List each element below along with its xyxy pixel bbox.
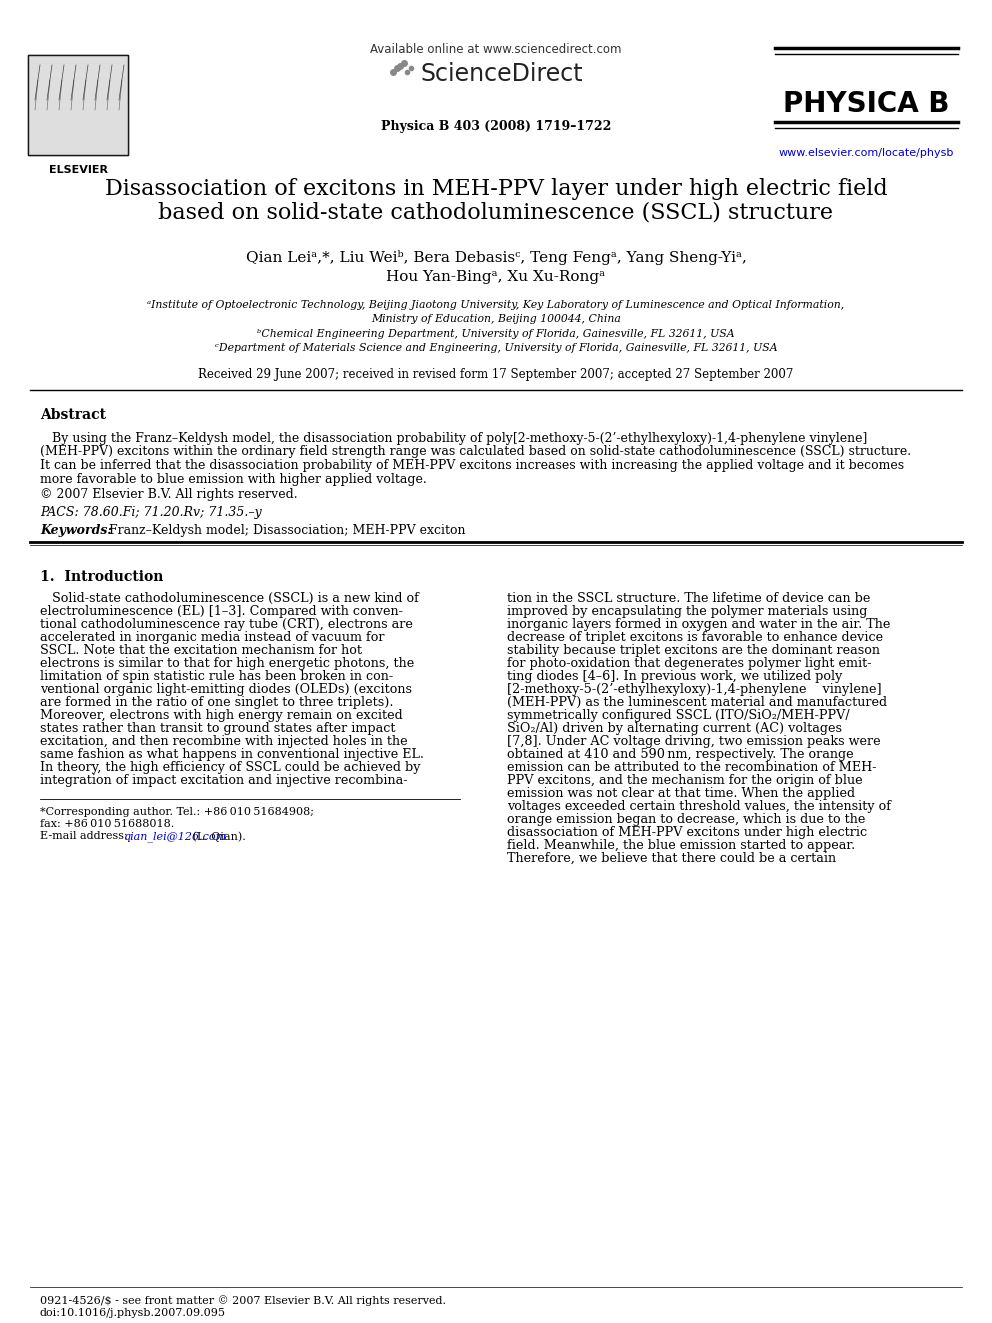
Text: In theory, the high efficiency of SSCL could be achieved by: In theory, the high efficiency of SSCL c… (40, 761, 421, 774)
Text: more favorable to blue emission with higher applied voltage.: more favorable to blue emission with hig… (40, 472, 427, 486)
Text: (MEH-PPV) as the luminescent material and manufactured: (MEH-PPV) as the luminescent material an… (507, 696, 887, 709)
Text: same fashion as what happens in conventional injective EL.: same fashion as what happens in conventi… (40, 747, 424, 761)
Text: Abstract: Abstract (40, 407, 106, 422)
Text: fax: +86 010 51688018.: fax: +86 010 51688018. (40, 819, 175, 830)
Text: emission can be attributed to the recombination of MEH-: emission can be attributed to the recomb… (507, 761, 877, 774)
Text: ting diodes [4–6]. In previous work, we utilized poly: ting diodes [4–6]. In previous work, we … (507, 669, 842, 683)
Text: based on solid-state cathodoluminescence (SSCL) structure: based on solid-state cathodoluminescence… (159, 202, 833, 224)
Text: ELSEVIER: ELSEVIER (49, 165, 107, 175)
Text: [2-methoxy-5-(2’-ethylhexyloxy)-1,4-phenylene    vinylene]: [2-methoxy-5-(2’-ethylhexyloxy)-1,4-phen… (507, 683, 882, 696)
Text: Received 29 June 2007; received in revised form 17 September 2007; accepted 27 S: Received 29 June 2007; received in revis… (198, 368, 794, 381)
Text: ScienceDirect: ScienceDirect (420, 62, 582, 86)
Text: for photo-oxidation that degenerates polymer light emit-: for photo-oxidation that degenerates pol… (507, 658, 872, 669)
Text: obtained at 410 and 590 nm, respectively. The orange: obtained at 410 and 590 nm, respectively… (507, 747, 854, 761)
Text: 1.  Introduction: 1. Introduction (40, 570, 164, 583)
Text: Solid-state cathodoluminescence (SSCL) is a new kind of: Solid-state cathodoluminescence (SSCL) i… (40, 591, 419, 605)
Text: Moreover, electrons with high energy remain on excited: Moreover, electrons with high energy rem… (40, 709, 403, 722)
Bar (28, 56, 128, 155)
Text: ventional organic light-emitting diodes (OLEDs) (excitons: ventional organic light-emitting diodes … (40, 683, 412, 696)
Text: are formed in the ratio of one singlet to three triplets).: are formed in the ratio of one singlet t… (40, 696, 394, 709)
Text: Available online at www.sciencedirect.com: Available online at www.sciencedirect.co… (370, 44, 622, 56)
Text: Hou Yan-Bingᵃ, Xu Xu-Rongᵃ: Hou Yan-Bingᵃ, Xu Xu-Rongᵃ (387, 270, 605, 284)
Text: SiO₂/Al) driven by alternating current (AC) voltages: SiO₂/Al) driven by alternating current (… (507, 722, 842, 736)
Text: Keywords:: Keywords: (40, 524, 112, 537)
Text: qian_lei@126.com: qian_lei@126.com (123, 831, 226, 841)
Text: Physica B 403 (2008) 1719–1722: Physica B 403 (2008) 1719–1722 (381, 120, 611, 134)
Text: Disassociation of excitons in MEH-PPV layer under high electric field: Disassociation of excitons in MEH-PPV la… (104, 179, 888, 200)
Text: inorganic layers formed in oxygen and water in the air. The: inorganic layers formed in oxygen and wa… (507, 618, 891, 631)
Text: Therefore, we believe that there could be a certain: Therefore, we believe that there could b… (507, 852, 836, 865)
Text: PACS: 78.60.Fi; 71.20.Rv; 71.35.–y: PACS: 78.60.Fi; 71.20.Rv; 71.35.–y (40, 505, 262, 519)
Text: electroluminescence (EL) [1–3]. Compared with conven-: electroluminescence (EL) [1–3]. Compared… (40, 605, 403, 618)
Text: www.elsevier.com/locate/physb: www.elsevier.com/locate/physb (779, 148, 953, 157)
Text: ᵃInstitute of Optoelectronic Technology, Beijing Jiaotong University, Key Labora: ᵃInstitute of Optoelectronic Technology,… (148, 300, 844, 310)
Text: states rather than transit to ground states after impact: states rather than transit to ground sta… (40, 722, 396, 736)
Text: SSCL. Note that the excitation mechanism for hot: SSCL. Note that the excitation mechanism… (40, 644, 362, 658)
Text: Ministry of Education, Beijing 100044, China: Ministry of Education, Beijing 100044, C… (371, 314, 621, 324)
Text: By using the Franz–Keldysh model, the disassociation probability of poly[2-metho: By using the Franz–Keldysh model, the di… (40, 433, 867, 445)
Text: (L. Qian).: (L. Qian). (189, 831, 246, 841)
Text: stability because triplet excitons are the dominant reason: stability because triplet excitons are t… (507, 644, 880, 658)
Bar (28, 56, 128, 155)
Text: disassociation of MEH-PPV excitons under high electric: disassociation of MEH-PPV excitons under… (507, 826, 867, 839)
Text: *Corresponding author. Tel.: +86 010 51684908;: *Corresponding author. Tel.: +86 010 516… (40, 807, 314, 818)
Text: limitation of spin statistic rule has been broken in con-: limitation of spin statistic rule has be… (40, 669, 393, 683)
Text: orange emission began to decrease, which is due to the: orange emission began to decrease, which… (507, 814, 865, 826)
Text: PHYSICA B: PHYSICA B (783, 90, 949, 118)
Text: tion in the SSCL structure. The lifetime of device can be: tion in the SSCL structure. The lifetime… (507, 591, 870, 605)
Text: It can be inferred that the disassociation probability of MEH-PPV excitons incre: It can be inferred that the disassociati… (40, 459, 904, 472)
Text: E-mail address:: E-mail address: (40, 831, 131, 841)
Text: electrons is similar to that for high energetic photons, the: electrons is similar to that for high en… (40, 658, 415, 669)
Text: integration of impact excitation and injective recombina-: integration of impact excitation and inj… (40, 774, 408, 787)
Text: tional cathodoluminescence ray tube (CRT), electrons are: tional cathodoluminescence ray tube (CRT… (40, 618, 413, 631)
Text: improved by encapsulating the polymer materials using: improved by encapsulating the polymer ma… (507, 605, 867, 618)
Text: accelerated in inorganic media instead of vacuum for: accelerated in inorganic media instead o… (40, 631, 385, 644)
Text: PPV excitons, and the mechanism for the origin of blue: PPV excitons, and the mechanism for the … (507, 774, 863, 787)
Text: emission was not clear at that time. When the applied: emission was not clear at that time. Whe… (507, 787, 855, 800)
Text: symmetrically configured SSCL (ITO/SiO₂/MEH-PPV/: symmetrically configured SSCL (ITO/SiO₂/… (507, 709, 849, 722)
Text: ᵇChemical Engineering Department, University of Florida, Gainesville, FL 32611, : ᵇChemical Engineering Department, Univer… (257, 329, 735, 339)
Text: [7,8]. Under AC voltage driving, two emission peaks were: [7,8]. Under AC voltage driving, two emi… (507, 736, 881, 747)
Text: voltages exceeded certain threshold values, the intensity of: voltages exceeded certain threshold valu… (507, 800, 891, 814)
Text: Franz–Keldysh model; Disassociation; MEH-PPV exciton: Franz–Keldysh model; Disassociation; MEH… (105, 524, 465, 537)
Text: excitation, and then recombine with injected holes in the: excitation, and then recombine with inje… (40, 736, 408, 747)
Text: field. Meanwhile, the blue emission started to appear.: field. Meanwhile, the blue emission star… (507, 839, 855, 852)
Text: ᶜDepartment of Materials Science and Engineering, University of Florida, Gainesv: ᶜDepartment of Materials Science and Eng… (214, 343, 778, 353)
Text: decrease of triplet excitons is favorable to enhance device: decrease of triplet excitons is favorabl… (507, 631, 883, 644)
Text: © 2007 Elsevier B.V. All rights reserved.: © 2007 Elsevier B.V. All rights reserved… (40, 488, 298, 501)
Text: Qian Leiᵃ,*, Liu Weiᵇ, Bera Debasisᶜ, Teng Fengᵃ, Yang Sheng-Yiᵃ,: Qian Leiᵃ,*, Liu Weiᵇ, Bera Debasisᶜ, Te… (246, 250, 746, 265)
Text: 0921-4526/$ - see front matter © 2007 Elsevier B.V. All rights reserved.: 0921-4526/$ - see front matter © 2007 El… (40, 1295, 446, 1306)
Text: (MEH-PPV) excitons within the ordinary field strength range was calculated based: (MEH-PPV) excitons within the ordinary f… (40, 446, 911, 459)
Text: doi:10.1016/j.physb.2007.09.095: doi:10.1016/j.physb.2007.09.095 (40, 1308, 226, 1318)
